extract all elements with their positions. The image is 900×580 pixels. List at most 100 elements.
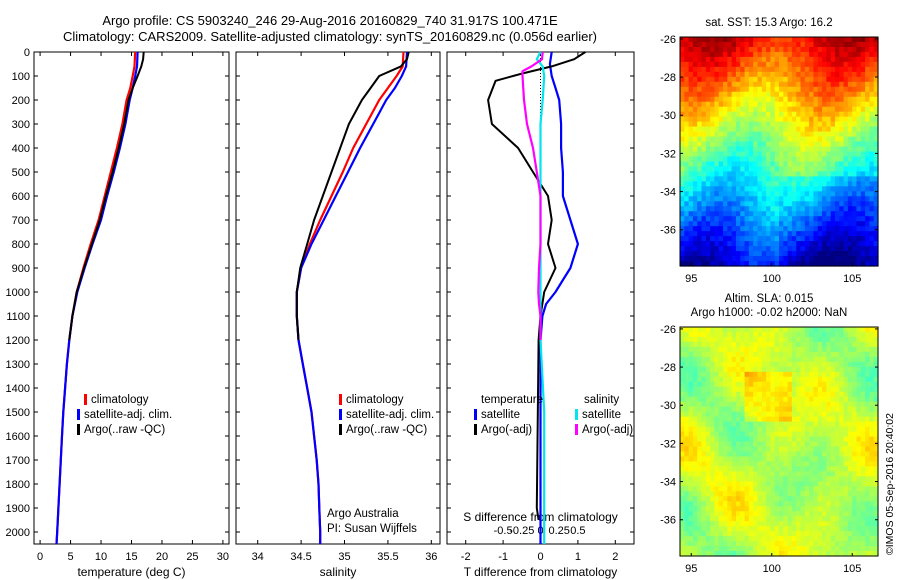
map-cell	[680, 96, 685, 103]
map-cell	[735, 511, 741, 517]
map-cell	[774, 496, 780, 502]
map-cell	[714, 181, 720, 187]
map-cell	[860, 176, 866, 182]
map-cell	[843, 101, 849, 108]
map-cell	[748, 416, 754, 423]
map-cell	[692, 461, 698, 467]
map-cell	[809, 391, 815, 398]
map-cell	[731, 491, 737, 497]
map-cell	[705, 241, 711, 247]
map-cell	[705, 536, 711, 542]
map-cell	[761, 327, 767, 333]
map-cell	[710, 176, 716, 182]
map-cell	[692, 381, 698, 388]
map-cell	[852, 551, 858, 557]
map-cell	[744, 176, 750, 182]
map-cell	[865, 511, 870, 517]
map-cell	[744, 76, 750, 83]
map-cell	[705, 166, 711, 173]
map-cell	[839, 46, 845, 53]
map-cell	[843, 166, 849, 173]
map-cell	[761, 41, 767, 48]
map-cell	[774, 236, 780, 242]
map-cell	[852, 226, 858, 232]
map-cell	[865, 141, 870, 148]
map-frame	[679, 326, 879, 557]
map-cell	[718, 446, 724, 453]
map-cell	[735, 466, 741, 472]
map-cell	[727, 496, 733, 502]
map-cell	[684, 431, 690, 438]
map-cell	[796, 66, 802, 73]
map-cell	[791, 531, 797, 537]
map-cell	[770, 206, 776, 212]
map-cell	[804, 391, 810, 398]
map-cell	[735, 376, 741, 383]
map-cell	[852, 446, 858, 453]
map-cell	[856, 431, 862, 438]
map-cell	[779, 231, 784, 237]
map-cell	[852, 81, 858, 88]
map-cell	[873, 186, 879, 192]
map-cell	[852, 461, 858, 467]
map-cell	[753, 171, 759, 177]
map-cell	[839, 381, 845, 388]
map-cell	[748, 486, 754, 492]
map-cell	[718, 181, 724, 187]
map-cell	[692, 376, 698, 383]
map-cell	[757, 231, 763, 237]
map-cell	[705, 501, 711, 507]
map-cell	[744, 37, 750, 43]
map-cell	[817, 416, 823, 423]
map-cell	[834, 86, 840, 93]
map-cell	[744, 256, 750, 262]
map-cell	[680, 46, 685, 53]
map-cell	[701, 396, 707, 403]
map-cell	[834, 411, 840, 418]
y-tick-label: 400	[12, 143, 30, 155]
map-cell	[869, 211, 875, 217]
map-cell	[830, 166, 836, 173]
map-cell	[834, 56, 840, 63]
map-cell	[800, 391, 806, 398]
map-cell	[744, 406, 750, 413]
map-cell	[761, 536, 767, 542]
map-cell	[856, 331, 862, 338]
map-cell	[791, 66, 797, 73]
map-cell	[766, 41, 771, 48]
map-cell	[735, 371, 741, 378]
map-cell	[731, 411, 737, 418]
map-cell	[740, 346, 746, 353]
map-cell	[843, 146, 849, 153]
map-cell	[800, 451, 806, 458]
map-cell	[718, 41, 724, 48]
map-cell	[834, 431, 840, 438]
map-cell	[748, 551, 754, 557]
map-cell	[847, 476, 853, 482]
map-cell	[714, 411, 720, 418]
map-cell	[748, 516, 754, 522]
map-cell	[800, 421, 806, 428]
map-cell	[740, 61, 746, 68]
map-cell	[779, 386, 784, 393]
map-cell	[796, 366, 802, 373]
map-cell	[865, 331, 870, 338]
map-cell	[783, 471, 789, 477]
map-cell	[735, 136, 741, 143]
map-cell	[714, 256, 720, 262]
map-cell	[839, 116, 845, 123]
map-cell	[865, 241, 870, 247]
map-cell	[748, 461, 754, 467]
map-cell	[757, 386, 763, 393]
map-cell	[688, 151, 694, 158]
map-cell	[774, 71, 780, 78]
map-cell	[787, 191, 793, 197]
map-cell	[748, 61, 754, 68]
map-cell	[817, 131, 823, 138]
map-cell	[770, 381, 776, 388]
map-cell	[757, 91, 763, 98]
map-cell	[684, 166, 690, 173]
map-cell	[744, 241, 750, 247]
map-cell	[830, 406, 836, 413]
map-cell	[860, 501, 866, 507]
